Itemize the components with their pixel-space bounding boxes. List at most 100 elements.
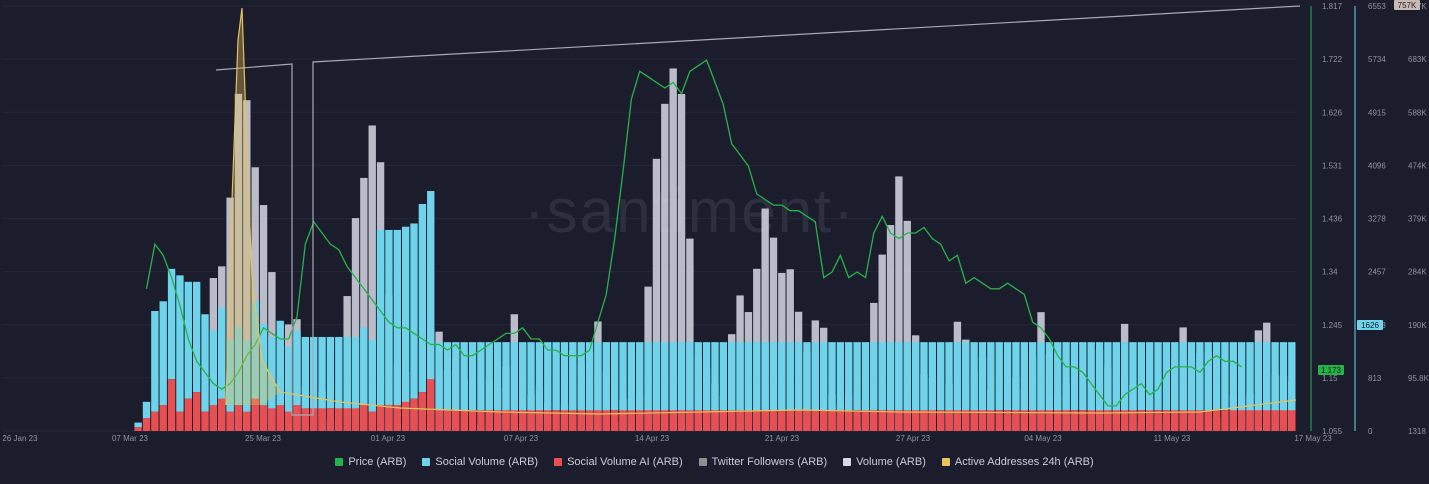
social-volume-bar — [1154, 342, 1162, 411]
social-volume-bar — [1254, 342, 1263, 411]
social-volume-ai-bar — [811, 410, 819, 431]
social-volume-ai-bar — [1079, 410, 1087, 431]
social-volume-bar — [360, 327, 368, 406]
social-volume-ai-bar — [410, 398, 418, 431]
social-volume-ai-bar — [1187, 410, 1196, 431]
social-volume-bar — [1179, 342, 1187, 411]
legend-swatch — [422, 458, 431, 466]
social-volume-ai-bar — [569, 410, 577, 431]
axis-tick-label: 1.436 — [1322, 215, 1343, 224]
social-volume-bar — [610, 342, 619, 411]
social-volume-ai-bar — [1104, 410, 1112, 431]
legend: Price (ARB) Social Volume (ARB) Social V… — [0, 456, 1429, 468]
legend-swatch — [335, 458, 344, 466]
social-volume-ai-bar — [878, 410, 886, 431]
social-volume-ai-bar — [1212, 410, 1221, 431]
social-volume-bar — [468, 342, 477, 411]
social-volume-ai-bar — [753, 410, 761, 431]
social-volume-bar — [1162, 342, 1171, 411]
social-volume-ai-bar — [694, 410, 702, 431]
social-volume-ai-bar — [585, 410, 594, 431]
social-volume-ai-bar — [819, 410, 828, 431]
social-volume-ai-bar — [1204, 410, 1212, 431]
social-volume-bar — [962, 342, 970, 411]
social-volume-ai-bar — [719, 410, 728, 431]
social-volume-bar — [903, 342, 911, 411]
social-volume-bar — [1095, 342, 1104, 411]
social-volume-ai-bar — [368, 411, 376, 431]
volume-bar — [226, 197, 234, 431]
social-volume-ai-bar — [192, 392, 201, 431]
social-volume-ai-bar — [510, 410, 519, 431]
social-volume-bar — [627, 342, 636, 411]
social-volume-bar — [335, 336, 343, 409]
volume-bar — [895, 176, 903, 431]
social-volume-bar — [702, 342, 711, 411]
social-volume-ai-bar — [1095, 410, 1104, 431]
volume-bar — [259, 205, 268, 431]
social-volume-ai-bar — [1154, 410, 1162, 431]
volume-bar — [360, 177, 368, 431]
legend-item-social-volume-ai[interactable]: Social Volume AI (ARB) — [554, 456, 683, 468]
axis-tick-label: 1.245 — [1322, 321, 1343, 330]
social-volume-bar — [911, 342, 920, 411]
social-volume-ai-bar — [1037, 410, 1045, 431]
twitter-followers-line — [215, 5, 1301, 416]
social-volume-bar — [1271, 342, 1279, 411]
social-volume-ai-bar — [853, 410, 861, 431]
social-volume-ai-bar — [268, 408, 276, 431]
axis-tick-label: 284K — [1408, 268, 1427, 277]
social-volume-bar — [234, 327, 243, 406]
social-volume-ai-bar — [184, 398, 192, 431]
social-volume-bar — [669, 342, 677, 411]
x-axis-tick-label: 27 Apr 23 — [896, 434, 931, 443]
legend-item-active-addresses[interactable]: Active Addresses 24h (ARB) — [941, 456, 1094, 468]
x-axis-tick-label: 04 May 23 — [1024, 434, 1062, 443]
legend-item-volume[interactable]: Volume (ARB) — [843, 456, 926, 468]
x-axis-tick-label: 26 Jan 23 — [2, 434, 38, 443]
social-volume-ai-bar — [995, 410, 1003, 431]
social-volume-ai-bar — [401, 401, 410, 431]
social-volume-bar — [201, 314, 209, 412]
social-volume-ai-bar — [836, 410, 845, 431]
social-volume-bar — [594, 342, 602, 411]
social-volume-bar — [552, 342, 560, 411]
social-volume-bar — [794, 342, 803, 411]
social-volume-ai-bar — [895, 410, 903, 431]
x-axis-tick-label: 07 Apr 23 — [504, 434, 539, 443]
legend-label: Social Volume (ARB) — [435, 456, 539, 468]
social-volume-bar — [393, 229, 401, 406]
social-volume-bar — [276, 320, 284, 406]
axis-tick-label: 1.34 — [1322, 268, 1338, 277]
social-volume-ai-bar — [142, 418, 151, 431]
social-volume-bar — [493, 342, 502, 411]
axes: 1.8171.7221.6261.5311.4361.341.2451.151.… — [2, 0, 1429, 443]
legend-item-social-volume[interactable]: Social Volume (ARB) — [422, 456, 538, 468]
social-volume-ai-bar — [861, 410, 870, 431]
social-volume-bar — [151, 311, 159, 412]
social-volume-ai-bar — [1237, 410, 1246, 431]
social-volume-bar — [1070, 342, 1079, 411]
social-volume-ai-bar — [435, 410, 443, 431]
social-volume-bar — [452, 342, 460, 411]
social-volume-ai-bar — [1279, 410, 1288, 431]
social-volume-bar — [142, 401, 151, 419]
legend-item-price[interactable]: Price (ARB) — [335, 456, 406, 468]
social-volume-bar — [385, 229, 393, 406]
social-volume-ai-bar — [1271, 410, 1279, 431]
axis-tick-label: 813 — [1368, 374, 1382, 383]
social-volume-ai-bar — [669, 410, 677, 431]
social-volume-ai-bar — [527, 410, 535, 431]
social-volume-ai-bar — [702, 410, 711, 431]
social-volume-bar — [243, 340, 251, 412]
legend-item-twitter-followers[interactable]: Twitter Followers (ARB) — [698, 456, 827, 468]
social-volume-ai-bar — [493, 410, 502, 431]
social-volume-bars — [134, 191, 1296, 431]
social-volume-bar — [1062, 342, 1070, 411]
social-volume-ai-bar — [828, 410, 836, 431]
social-volume-bar — [569, 342, 577, 411]
social-volume-bar — [828, 342, 836, 411]
social-volume-ai-bar — [636, 410, 644, 431]
volume-bar — [661, 103, 669, 432]
social-volume-ai-bar — [176, 411, 184, 431]
